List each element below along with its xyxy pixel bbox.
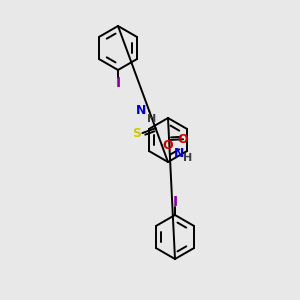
Text: O: O xyxy=(178,133,188,146)
Text: H: H xyxy=(147,114,156,124)
Text: S: S xyxy=(132,127,141,140)
Text: H: H xyxy=(183,153,193,163)
Text: N: N xyxy=(136,104,147,117)
Text: N: N xyxy=(174,148,184,160)
Text: O: O xyxy=(163,139,173,152)
Text: I: I xyxy=(116,76,121,90)
Text: I: I xyxy=(172,195,178,209)
